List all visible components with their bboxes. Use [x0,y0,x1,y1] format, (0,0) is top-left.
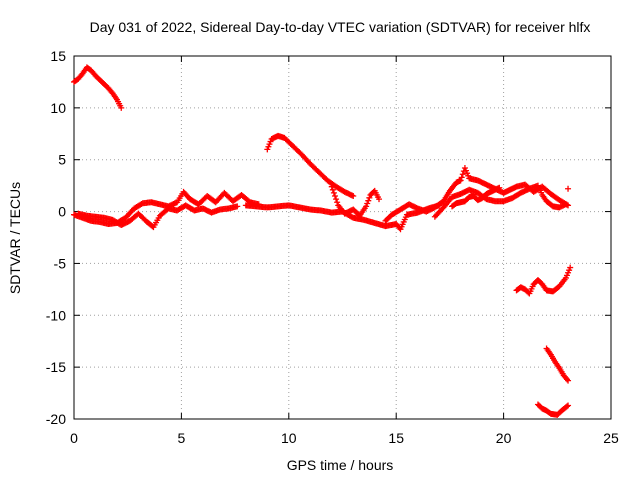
data-point [331,193,338,200]
series-late-arc-1 [513,264,574,297]
data-point [565,402,572,409]
y-tick-label: -20 [46,411,66,427]
data-point [333,196,340,203]
series-early-high-arc [71,64,125,111]
x-axis-label: GPS time / hours [287,457,394,473]
data-point [330,189,337,196]
axis-ticks: 0 5 10 15 20 25 -20 -15 -10 -5 0 5 10 15 [46,48,619,446]
y-axis-label: SDTVAR / TECUs [7,182,23,294]
data-point [459,171,466,178]
y-tick-label: 10 [50,100,66,116]
y-tick-label: -5 [54,255,67,271]
data-point [364,200,371,207]
data-point [565,185,572,192]
chart-title: Day 031 of 2022, Sidereal Day-to-day VTE… [90,19,591,35]
x-tick-label: 25 [603,430,619,446]
data-point [365,197,372,204]
y-tick-label: 15 [50,48,66,64]
data-point [458,174,465,181]
x-tick-label: 20 [496,430,512,446]
series-main-band-b [75,202,241,231]
y-tick-label: -10 [46,307,66,323]
y-tick-label: -15 [46,359,66,375]
series-late-arc-2 [543,345,572,384]
x-tick-label: 10 [281,430,297,446]
data-point [234,203,241,210]
data-point [496,184,503,191]
data-point [563,403,570,410]
data-point [363,203,370,210]
y-tick-label: 0 [58,204,66,220]
data-point [366,194,373,201]
series-mid-high-arc [264,132,357,200]
data-point [562,201,569,208]
data-point [118,104,125,111]
x-tick-label: 15 [388,430,404,446]
series-main-band-g [449,184,503,210]
data-points [71,64,574,418]
series-main-band-d [328,183,383,219]
data-point [329,186,336,193]
series-late-arc-3 [534,401,572,418]
series-late-outlier [565,185,572,192]
data-point [350,193,357,200]
data-point [563,376,570,383]
data-point [376,196,383,203]
data-point [334,199,341,206]
data-point [565,377,572,384]
x-tick-label: 0 [70,430,78,446]
data-point [457,177,464,184]
plot-frame [73,55,612,420]
series-main-band-c [242,202,443,233]
data-point [567,264,574,271]
x-tick-label: 5 [178,430,186,446]
y-tick-label: 5 [58,152,66,168]
grid-lines [74,56,611,419]
